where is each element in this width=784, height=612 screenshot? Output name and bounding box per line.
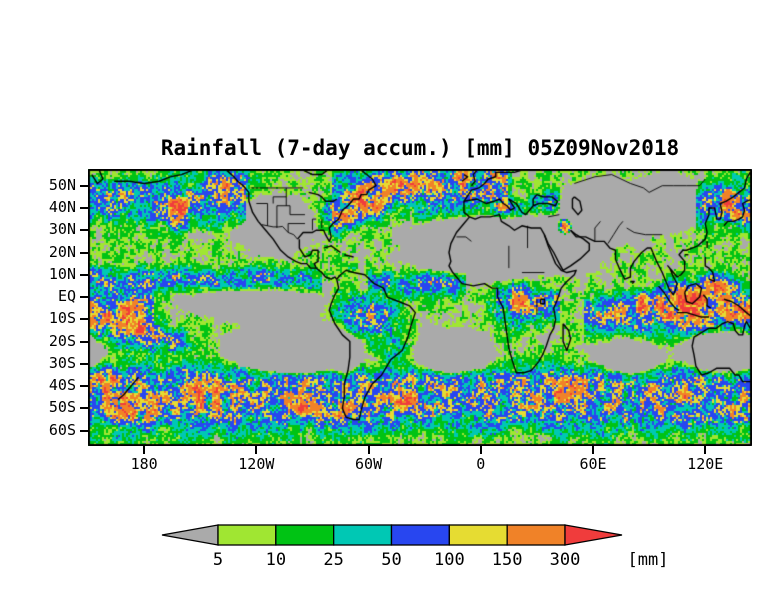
y-axis-tickmark <box>80 340 88 343</box>
y-axis-tick-label: 10N <box>48 264 76 283</box>
y-axis-tick-label: 20N <box>48 242 76 261</box>
x-axis-tick-label: 120E <box>687 455 724 473</box>
legend-segment <box>448 524 508 546</box>
legend-unit-label: [mm] <box>628 550 669 570</box>
y-axis-tick-label: 50N <box>48 175 76 194</box>
y-axis-tickmark <box>80 296 88 299</box>
legend-segment <box>333 524 393 546</box>
y-axis-tickmark <box>80 273 88 276</box>
legend-colorbar: 5 10 25 50 100 150 300 [mm] <box>161 524 669 570</box>
y-axis-tick-label: 40S <box>48 376 76 395</box>
y-axis-tick-label: EQ <box>57 287 76 306</box>
legend-tick-label: 50 <box>381 550 401 570</box>
y-axis-tick-label: 40N <box>48 197 76 216</box>
y-axis-tickmark <box>80 429 88 432</box>
legend-tick-label: 10 <box>266 550 286 570</box>
x-axis-tickmark <box>255 446 258 454</box>
x-axis-tickmark <box>367 446 370 454</box>
x-axis-tick-label: 180 <box>130 455 158 473</box>
legend-segment <box>506 524 566 546</box>
y-axis-tick-label: 60S <box>48 420 76 439</box>
legend-segment <box>217 524 277 546</box>
y-axis-tickmark <box>80 385 88 388</box>
y-axis-tick-label: 30S <box>48 353 76 372</box>
y-axis-tick-label: 20S <box>48 331 76 350</box>
x-axis-tick-label: 0 <box>476 455 486 473</box>
y-axis-tickmark <box>80 362 88 365</box>
y-axis-tickmark <box>80 206 88 209</box>
y-axis-tickmark <box>80 184 88 187</box>
x-axis-tick-label: 60E <box>579 455 607 473</box>
legend-tick-label: 100 <box>434 550 465 570</box>
y-axis-tick-label: 30N <box>48 220 76 239</box>
figure-title: Rainfall (7-day accum.) [mm] 05Z09Nov201… <box>160 136 680 160</box>
legend-segment <box>390 524 450 546</box>
legend-tick-label: 5 <box>213 550 223 570</box>
legend-segment <box>275 524 335 546</box>
y-axis-tickmark <box>80 407 88 410</box>
x-axis-tickmark <box>479 446 482 454</box>
x-axis-tick-label: 120W <box>238 455 275 473</box>
y-axis-tickmark <box>80 229 88 232</box>
legend-tick-label: 300 <box>550 550 581 570</box>
y-axis-tickmark <box>80 318 88 321</box>
x-axis-tickmark <box>143 446 146 454</box>
x-axis-tickmark <box>592 446 594 454</box>
legend-tick-label: 25 <box>323 550 343 570</box>
y-axis-tick-label: 10S <box>48 309 76 328</box>
legend-under-arrow <box>161 524 219 546</box>
legend-over-arrow <box>564 524 623 546</box>
rainfall-map <box>88 169 752 446</box>
y-axis-tickmark <box>80 251 88 254</box>
x-axis-tickmark <box>704 446 707 454</box>
y-axis-tick-label: 50S <box>48 398 76 417</box>
x-axis-tick-label: 60W <box>355 455 383 473</box>
legend-tick-label: 150 <box>492 550 523 570</box>
